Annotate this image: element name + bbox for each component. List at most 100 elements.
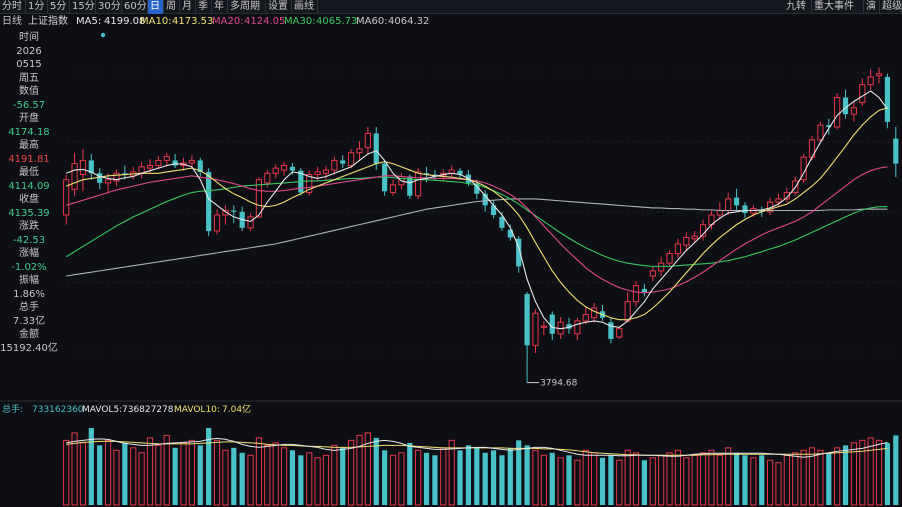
candle-body	[306, 174, 313, 194]
volume-bar	[875, 439, 883, 506]
volume-bar	[146, 437, 154, 506]
volume-bar	[407, 442, 413, 505]
candle-body	[255, 179, 263, 218]
period-button-2[interactable]: 5分	[48, 0, 70, 14]
volume-bar	[482, 452, 488, 505]
candle-body	[566, 324, 572, 329]
candle-body	[826, 125, 832, 128]
period-button-12[interactable]: 设置	[266, 0, 292, 14]
volume-bar	[725, 447, 732, 506]
volume-bar	[382, 450, 388, 505]
volume-bar	[842, 445, 849, 505]
volume-bar	[448, 439, 455, 506]
volume-bar	[247, 454, 254, 506]
side-panel-row: 15192.40亿	[0, 342, 58, 354]
side-panel-row: 金额	[19, 329, 39, 340]
candle-body	[608, 322, 614, 339]
volume-bar	[197, 445, 203, 505]
volume-bar	[465, 445, 472, 505]
period-button-11[interactable]: 多周期	[228, 0, 266, 14]
volume-bar	[255, 437, 263, 506]
candle-body	[264, 172, 271, 184]
candle-body	[699, 224, 707, 237]
tool-button-2[interactable]: 演	[864, 0, 880, 14]
volume-bar	[632, 452, 640, 506]
candle-body	[474, 183, 480, 194]
candle-body	[683, 236, 690, 246]
candle-body	[415, 171, 422, 197]
candle-body	[482, 193, 488, 206]
period-button-7[interactable]: 周	[164, 0, 180, 14]
volume-bar	[280, 447, 288, 506]
period-button-6[interactable]: 日	[148, 0, 164, 14]
side-panel-row: 最低	[19, 167, 39, 178]
volume-bar	[314, 457, 321, 506]
period-button-3[interactable]: 15分	[72, 0, 96, 14]
ma30-line	[65, 176, 888, 267]
ma5-value: 4199.08	[104, 16, 146, 27]
tool-button-0[interactable]: 九转	[784, 0, 812, 14]
candle-body	[641, 288, 648, 293]
side-panel-row: 7.33亿	[12, 315, 46, 327]
volume-bar	[499, 455, 505, 505]
volume-bar	[699, 452, 707, 506]
volume-bar	[289, 450, 296, 505]
volume-bar	[893, 435, 899, 505]
side-panel-row: 4174.18	[8, 126, 50, 138]
volume-bar	[348, 439, 355, 506]
volume-bar	[516, 440, 522, 505]
volume-bar	[532, 449, 539, 506]
volume-bar	[582, 449, 589, 506]
volume-bar	[507, 447, 513, 505]
volume-bar	[666, 452, 673, 506]
candle-body	[88, 160, 94, 174]
candle-body	[893, 138, 899, 164]
candle-body	[540, 325, 547, 328]
ma10-value: 4173.53	[172, 16, 214, 27]
side-panel-row: 总手	[19, 302, 39, 313]
period-button-13[interactable]: 画线	[292, 0, 318, 14]
volume-bar	[540, 454, 547, 506]
candle-body	[834, 96, 841, 128]
volume-bar	[213, 439, 221, 506]
side-panel-row: -1.02%	[11, 261, 47, 273]
period-button-9[interactable]: 季	[196, 0, 212, 14]
volume-bar	[180, 442, 187, 506]
candle-body	[272, 167, 279, 174]
candle-body	[289, 166, 296, 171]
candle-body	[591, 307, 598, 319]
ma10-label: MA10:	[140, 16, 172, 27]
volume-bar	[432, 455, 438, 505]
period-button-8[interactable]: 月	[180, 0, 196, 14]
volume-bar	[792, 452, 799, 506]
event-marker-dot	[100, 32, 106, 38]
candle-body	[499, 216, 505, 228]
volume-bar	[524, 445, 530, 505]
candle-body	[340, 160, 346, 164]
volume-bar	[130, 447, 137, 506]
ma10-line	[65, 107, 888, 321]
candle-body	[674, 243, 682, 255]
volume-bar	[733, 452, 740, 505]
period-button-5[interactable]: 60分	[124, 0, 148, 14]
candle-body	[122, 173, 128, 175]
volume-bar	[490, 450, 497, 505]
side-panel-row: 4114.09	[8, 180, 50, 192]
ma30-label: MA30:	[284, 16, 316, 27]
volume-bar	[356, 434, 363, 506]
candle-body	[842, 97, 849, 115]
tool-button-1[interactable]: 重大事件	[812, 0, 864, 14]
volume-bar	[884, 442, 891, 505]
period-button-10[interactable]: 年	[212, 0, 228, 14]
volume-bar	[457, 450, 463, 505]
period-button-1[interactable]: 1分	[26, 0, 48, 14]
period-button-4[interactable]: 30分	[98, 0, 122, 14]
period-button-0[interactable]: 分时	[0, 0, 26, 14]
volume-bar	[415, 449, 422, 506]
candle-body	[783, 192, 790, 200]
volume-bar	[340, 447, 346, 505]
volume-bar	[608, 455, 614, 505]
candle-body	[759, 210, 765, 212]
period-label: 日线	[2, 16, 22, 27]
